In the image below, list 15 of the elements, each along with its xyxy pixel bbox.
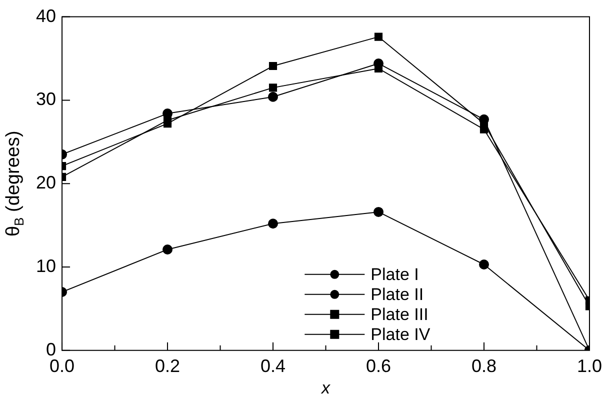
y-tick-label: 40 <box>36 6 56 26</box>
x-tick-label: 1.0 <box>576 356 602 376</box>
x-tick-label: 0.8 <box>471 356 497 376</box>
x-tick-label: 0.2 <box>155 356 180 376</box>
y-tick-label: 10 <box>36 256 56 276</box>
y-tick-label: 20 <box>36 172 56 193</box>
y-axis-title: θB (degrees) <box>3 130 27 237</box>
x-tick-label: 0.4 <box>260 356 286 376</box>
legend-label: Plate II <box>370 285 424 304</box>
legend-label: Plate III <box>370 305 428 324</box>
x-axis-title: x <box>320 378 331 398</box>
legend-label: Plate I <box>370 265 419 284</box>
y-tick-label: 30 <box>36 89 56 110</box>
legend-label: Plate IV <box>370 325 431 344</box>
x-tick-label: 0.6 <box>366 356 392 376</box>
